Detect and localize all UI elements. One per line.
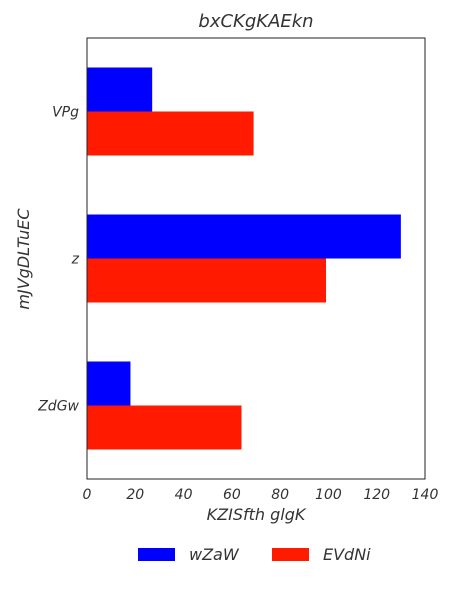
y-tick-label: VPg — [52, 105, 79, 121]
x-tick-labels: 0 20 40 60 80 100 120 140 — [83, 487, 439, 503]
legend-swatch-wZaW — [138, 548, 175, 561]
y-axis-label: mJVgDLTuEC — [14, 208, 33, 310]
bars-group — [87, 67, 401, 450]
legend-label-EVdNi: EVdNi — [323, 545, 371, 564]
x-tick-label: 0 — [83, 487, 92, 503]
bar-wZaW-VPg — [87, 67, 153, 112]
legend: wZaW EVdNi — [138, 545, 371, 564]
x-tick-label: 60 — [223, 487, 241, 503]
x-tick-label: 80 — [271, 487, 289, 503]
bar-EVdNi-z — [87, 258, 327, 303]
y-tick-label: z — [71, 252, 80, 268]
legend-swatch-EVdNi — [272, 548, 309, 561]
x-tick-label: 100 — [315, 487, 342, 503]
x-tick-label: 40 — [175, 487, 193, 503]
x-tick-label: 20 — [126, 487, 144, 503]
x-tick-label: 120 — [363, 487, 390, 503]
plot-area-frame — [86, 37, 426, 480]
bar-wZaW-ZdGw — [87, 361, 131, 406]
y-tick-label: ZdGw — [37, 399, 79, 415]
x-axis-label: KZISfth glgK — [207, 505, 307, 524]
chart-title: bxCKgKAEkn — [198, 11, 313, 32]
bar-EVdNi-ZdGw — [87, 405, 242, 450]
bar-EVdNi-VPg — [87, 111, 254, 156]
bar-wZaW-z — [87, 214, 401, 259]
y-tick-labels: VPg z ZdGw — [37, 105, 79, 415]
legend-label-wZaW: wZaW — [189, 545, 240, 564]
x-tick-label: 140 — [412, 487, 439, 503]
